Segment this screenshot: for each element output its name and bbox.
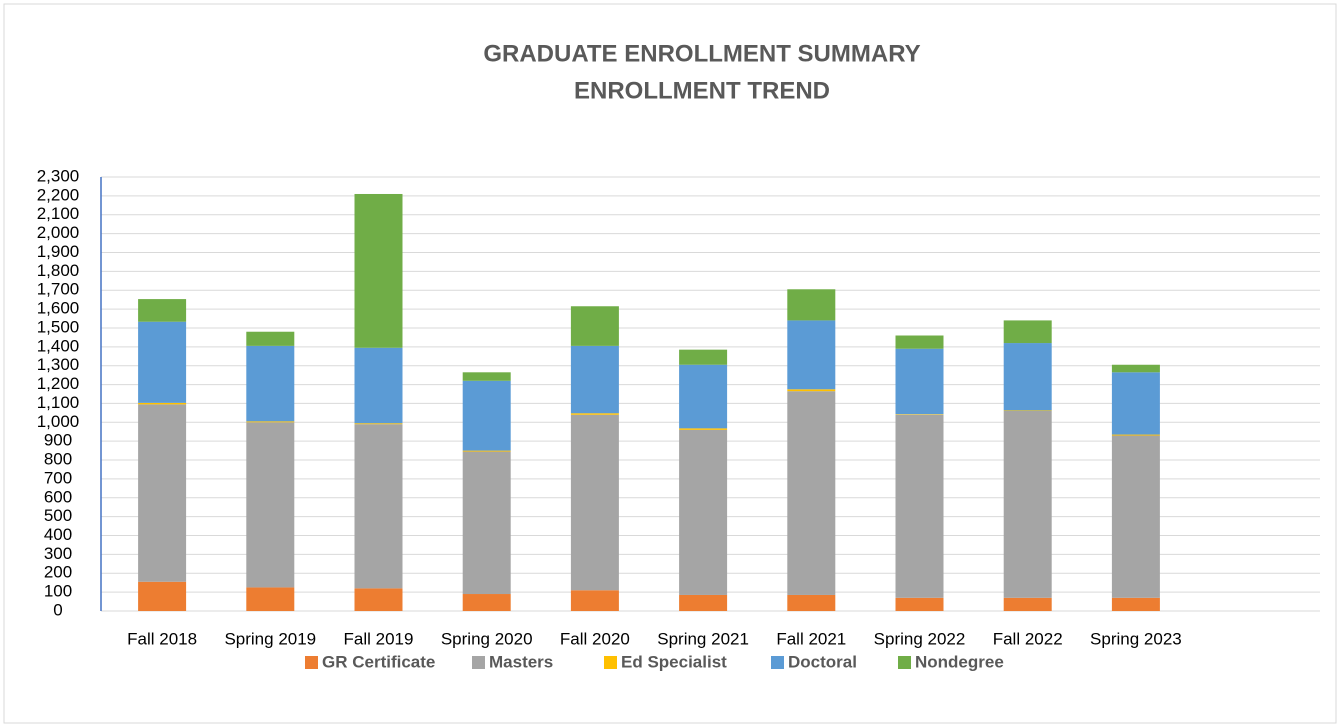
legend-swatch [472,656,485,669]
legend-swatch [898,656,911,669]
y-tick-label: 600 [44,487,72,506]
bar-segment [1111,597,1160,611]
x-tick-label: Spring 2020 [441,629,533,648]
bar-segment [246,331,295,346]
bar-segment [138,402,187,405]
y-tick-label: 2,300 [37,166,80,185]
y-tick-label: 1,300 [37,355,80,374]
y-tick-label: 300 [44,544,72,563]
bar-segment [462,372,511,381]
bar-segment [462,594,511,611]
bar-segment [679,428,728,430]
y-tick-label: 1,100 [37,393,80,412]
bar-segment [1003,343,1052,411]
bar-segment [354,424,403,589]
y-tick-label: 1,800 [37,261,80,280]
y-tick-label: 1,400 [37,336,80,355]
bar-segment [354,193,403,348]
bar-segment [895,414,944,598]
y-tick-label: 1,600 [37,299,80,318]
legend-label: GR Certificate [322,652,435,671]
y-tick-label: 1,000 [37,412,80,431]
bar-segment [1003,410,1052,598]
bar-segment [246,345,295,422]
bar-segment [354,423,403,425]
bar-segment [679,364,728,429]
x-tick-label: Spring 2021 [657,629,749,648]
y-tick-label: 2,000 [37,223,80,242]
y-tick-label: 1,700 [37,280,80,299]
bar-segment [462,450,511,452]
legend-label: Nondegree [915,652,1004,671]
y-tick-label: 1,900 [37,242,80,261]
chart-title: GRADUATE ENROLLMENT SUMMARY [483,40,920,67]
bar-segment [1111,364,1160,373]
bar-segment [679,349,728,365]
bar-segment [354,347,403,424]
legend-label: Masters [489,652,553,671]
y-tick-label: 0 [53,600,62,619]
legend-swatch [305,656,318,669]
y-tick-label: 800 [44,450,72,469]
y-tick-label: 700 [44,468,72,487]
bar-segment [679,594,728,611]
bar-segment [246,421,295,423]
chart-border [3,3,1337,724]
bar-segment [787,391,836,595]
legend-swatch [604,656,617,669]
bar-segment [354,588,403,611]
y-tick-label: 500 [44,506,72,525]
bar-segment [1003,320,1052,344]
bar-segment [462,380,511,451]
y-tick-label: 2,200 [37,185,80,204]
bar-segment [570,414,619,591]
bar-segment [679,429,728,595]
chart-subtitle: ENROLLMENT TREND [574,77,830,104]
bar-segment [570,306,619,346]
legend-swatch [771,656,784,669]
bar-segment [895,414,944,415]
bar-segment [787,389,836,392]
x-tick-label: Fall 2019 [344,629,414,648]
bar-segment [1111,372,1160,435]
bar-segment [895,335,944,349]
x-tick-label: Fall 2018 [127,629,197,648]
x-tick-label: Fall 2021 [776,629,846,648]
x-tick-label: Spring 2022 [874,629,966,648]
bar-segment [570,590,619,611]
y-tick-label: 100 [44,582,72,601]
bar-segment [138,404,187,582]
y-tick-label: 400 [44,525,72,544]
bar-segment [246,587,295,611]
bar-segment [462,451,511,595]
bar-segment [570,345,619,414]
y-tick-label: 1,500 [37,317,80,336]
bar-segment [895,348,944,415]
x-tick-label: Spring 2019 [224,629,316,648]
x-tick-label: Fall 2022 [993,629,1063,648]
x-tick-label: Spring 2023 [1090,629,1182,648]
bar-segment [1111,434,1160,436]
bar-segment [570,413,619,415]
bar-segment [138,299,187,322]
bar-segment [1111,435,1160,598]
bar-segment [1003,597,1052,611]
bar-segment [787,320,836,390]
bar-segment [138,321,187,403]
x-tick-label: Fall 2020 [560,629,630,648]
y-tick-label: 2,100 [37,204,80,223]
bar-segment [787,594,836,611]
bar-segment [246,422,295,588]
y-tick-label: 900 [44,431,72,450]
bar-segment [895,597,944,611]
legend-label: Ed Specialist [621,652,727,671]
bar-segment [138,581,187,611]
bar-segment [1003,410,1052,411]
bar-segment [787,289,836,321]
y-tick-label: 200 [44,563,72,582]
legend-label: Doctoral [788,652,857,671]
y-tick-label: 1,200 [37,374,80,393]
